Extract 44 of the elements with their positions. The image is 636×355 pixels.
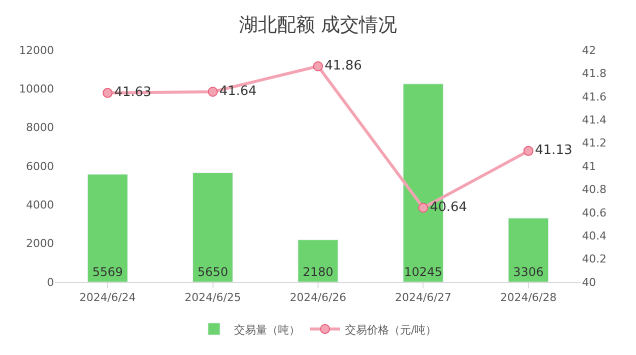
x-tick-label: 2024/6/25: [184, 291, 242, 304]
x-tick-label: 2024/6/27: [394, 291, 452, 304]
y-tick-label: 10000: [19, 82, 54, 96]
chart-title: 湖北配额 成交情况: [238, 14, 398, 36]
y2-tick-label: 41.6: [582, 90, 606, 104]
y-tick-label: 8000: [26, 121, 54, 134]
data-label: 3306: [513, 265, 544, 279]
data-label: 5569: [92, 265, 123, 279]
bar: [298, 240, 338, 282]
bar: [87, 174, 128, 282]
point: [208, 86, 218, 97]
data-label: 10245: [404, 265, 442, 279]
point: [313, 61, 323, 72]
y2-tick-label: 40.2: [582, 252, 606, 266]
y-tick-label: 6000: [26, 160, 54, 173]
y2-tick-label: 41: [582, 160, 596, 173]
y-tick-label: 2000: [26, 237, 54, 250]
data-label: 5650: [198, 265, 228, 279]
y-tick-label: 4000: [26, 198, 54, 212]
y2-tick-label: 40.8: [582, 183, 606, 196]
legend-label: 交易量（吨）: [234, 323, 300, 336]
data-label: 2180: [302, 265, 334, 279]
point: [102, 88, 113, 98]
y-tick-label: 12000: [19, 44, 54, 57]
y2-tick-label: 40.4: [582, 229, 606, 242]
data-label: 41.63: [114, 85, 152, 100]
x-tick-label: 2024/6/26: [290, 291, 346, 304]
data-label: 41.86: [324, 58, 362, 74]
y2-tick-label: 40: [582, 276, 596, 289]
data-label: 41.13: [535, 143, 572, 158]
y2-tick-label: 40.6: [582, 206, 606, 220]
y2-tick-label: 41.4: [582, 113, 606, 126]
bar: [192, 172, 234, 282]
legend-label: 交易价格（元/吨）: [345, 323, 437, 336]
point: [523, 146, 534, 156]
y2-tick-label: 41.8: [582, 67, 606, 80]
x-tick-label: 2024/6/24: [79, 291, 136, 304]
point: [418, 202, 428, 213]
x-tick-label: 2024/6/28: [500, 291, 557, 304]
data-label: 41.64: [219, 84, 257, 100]
y2-tick-label: 41.2: [582, 136, 606, 150]
y2-tick-label: 42: [582, 44, 596, 57]
bar: [508, 218, 549, 282]
y-tick-label: 0: [47, 276, 54, 289]
